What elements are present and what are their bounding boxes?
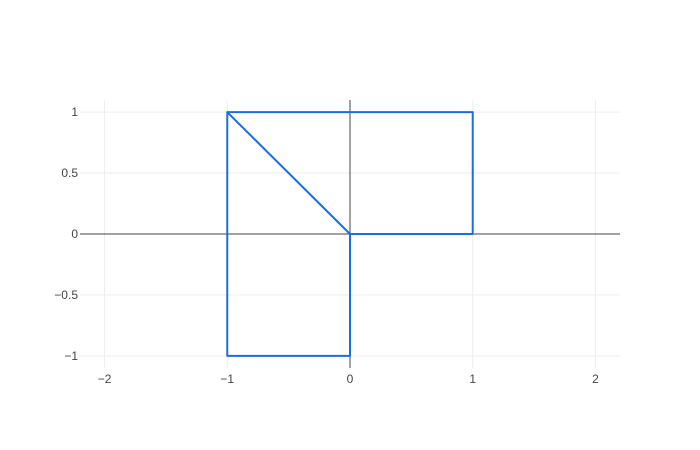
- y-tick-label: 0.5: [61, 166, 78, 180]
- y-tick-label: −0.5: [54, 288, 78, 302]
- y-tick-label: 1: [71, 105, 78, 119]
- x-tick-label: −2: [98, 372, 112, 386]
- series-line: [226, 111, 474, 357]
- x-axis-ticks: −2 −1 0 1 2: [98, 372, 599, 386]
- x-tick-label: 2: [592, 372, 599, 386]
- y-tick-label: −1: [64, 349, 78, 363]
- y-tick-label: 0: [71, 227, 78, 241]
- y-axis-ticks: −1 −0.5 0 0.5 1: [54, 105, 78, 363]
- x-tick-label: 0: [347, 372, 354, 386]
- series-layer: [226, 111, 474, 357]
- x-tick-label: 1: [469, 372, 476, 386]
- x-tick-label: −1: [220, 372, 234, 386]
